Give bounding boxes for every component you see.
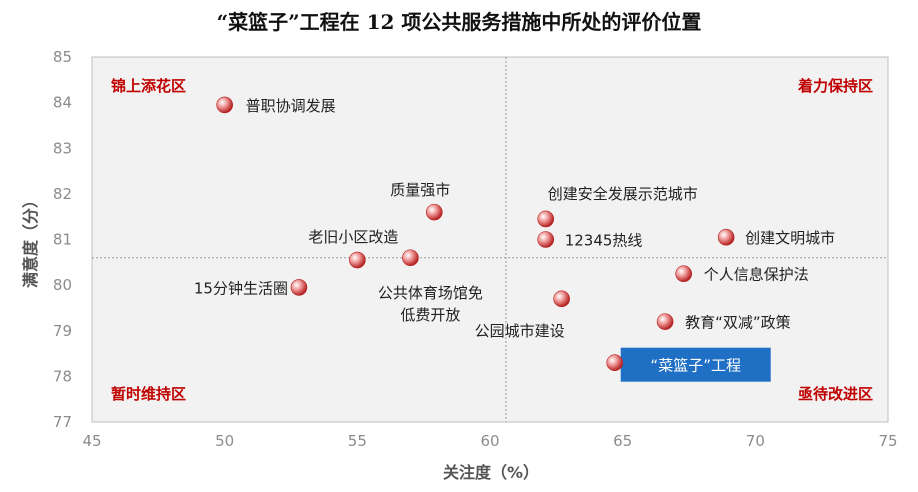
data-point (402, 249, 419, 267)
data-point (717, 228, 735, 246)
data-point-label: 公园城市建设 (475, 322, 565, 340)
data-point-label: 教育“双减”政策 (685, 314, 791, 332)
data-point (675, 265, 692, 283)
data-point-label: 质量强市 (390, 181, 450, 199)
y-tick-label: 78 (53, 367, 72, 385)
y-tick-labels: 77 78 79 80 81 82 83 84 85 (53, 48, 72, 431)
y-tick-label: 77 (53, 413, 72, 431)
quadrant-label-bottom-right: 亟待改进区 (798, 385, 873, 403)
data-point (537, 231, 555, 248)
x-tick-label: 60 (480, 432, 499, 450)
quadrant-label-top-right: 着力保持区 (797, 77, 873, 95)
y-tick-label: 82 (53, 185, 72, 203)
y-tick-label: 81 (53, 231, 72, 249)
highlight-point-label: “菜篮子”工程 (650, 357, 741, 375)
y-tick-label: 85 (53, 48, 72, 66)
data-point-label: 普职协调发展 (246, 97, 336, 115)
x-tick-label: 70 (746, 432, 765, 450)
x-tick-label: 65 (613, 432, 632, 450)
data-point (537, 210, 555, 228)
data-point (656, 313, 674, 330)
data-point (553, 290, 570, 308)
y-tick-label: 83 (53, 139, 72, 157)
quadrant-label-top-left: 锦上添花区 (111, 77, 186, 95)
x-axis-label: 关注度（%） (443, 463, 539, 482)
x-tick-label: 45 (82, 432, 101, 450)
data-point (216, 96, 233, 114)
data-point (290, 279, 308, 296)
y-tick-label: 79 (53, 322, 72, 340)
data-point-label: 公共体育场馆免低费开放 (378, 284, 483, 324)
x-tick-label: 55 (348, 432, 367, 450)
data-point-label: 12345热线 (565, 232, 643, 250)
data-point (425, 203, 443, 221)
data-point (606, 354, 624, 371)
data-point-label: 个人信息保护法 (704, 266, 809, 284)
data-point-label: 创建文明城市 (745, 229, 835, 247)
data-point-label: 15分钟生活圈 (194, 279, 288, 297)
y-tick-label: 80 (53, 276, 72, 294)
data-point-label: 老旧小区改造 (308, 228, 398, 246)
data-point (349, 251, 366, 269)
quadrant-label-bottom-left: 暂时维持区 (111, 385, 186, 403)
chart-title: “菜篮子”工程在 12 项公共服务措施中所处的评价位置 (216, 10, 702, 34)
highlight-label-box (620, 347, 771, 382)
x-tick-label: 50 (215, 432, 234, 450)
y-tick-label: 84 (53, 94, 72, 112)
data-point-label: 创建安全发展示范城市 (548, 185, 698, 203)
x-tick-labels: 45 50 55 60 65 70 75 (82, 432, 897, 450)
x-tick-label: 75 (878, 432, 897, 450)
y-axis-label: 满意度（分） (21, 192, 40, 288)
